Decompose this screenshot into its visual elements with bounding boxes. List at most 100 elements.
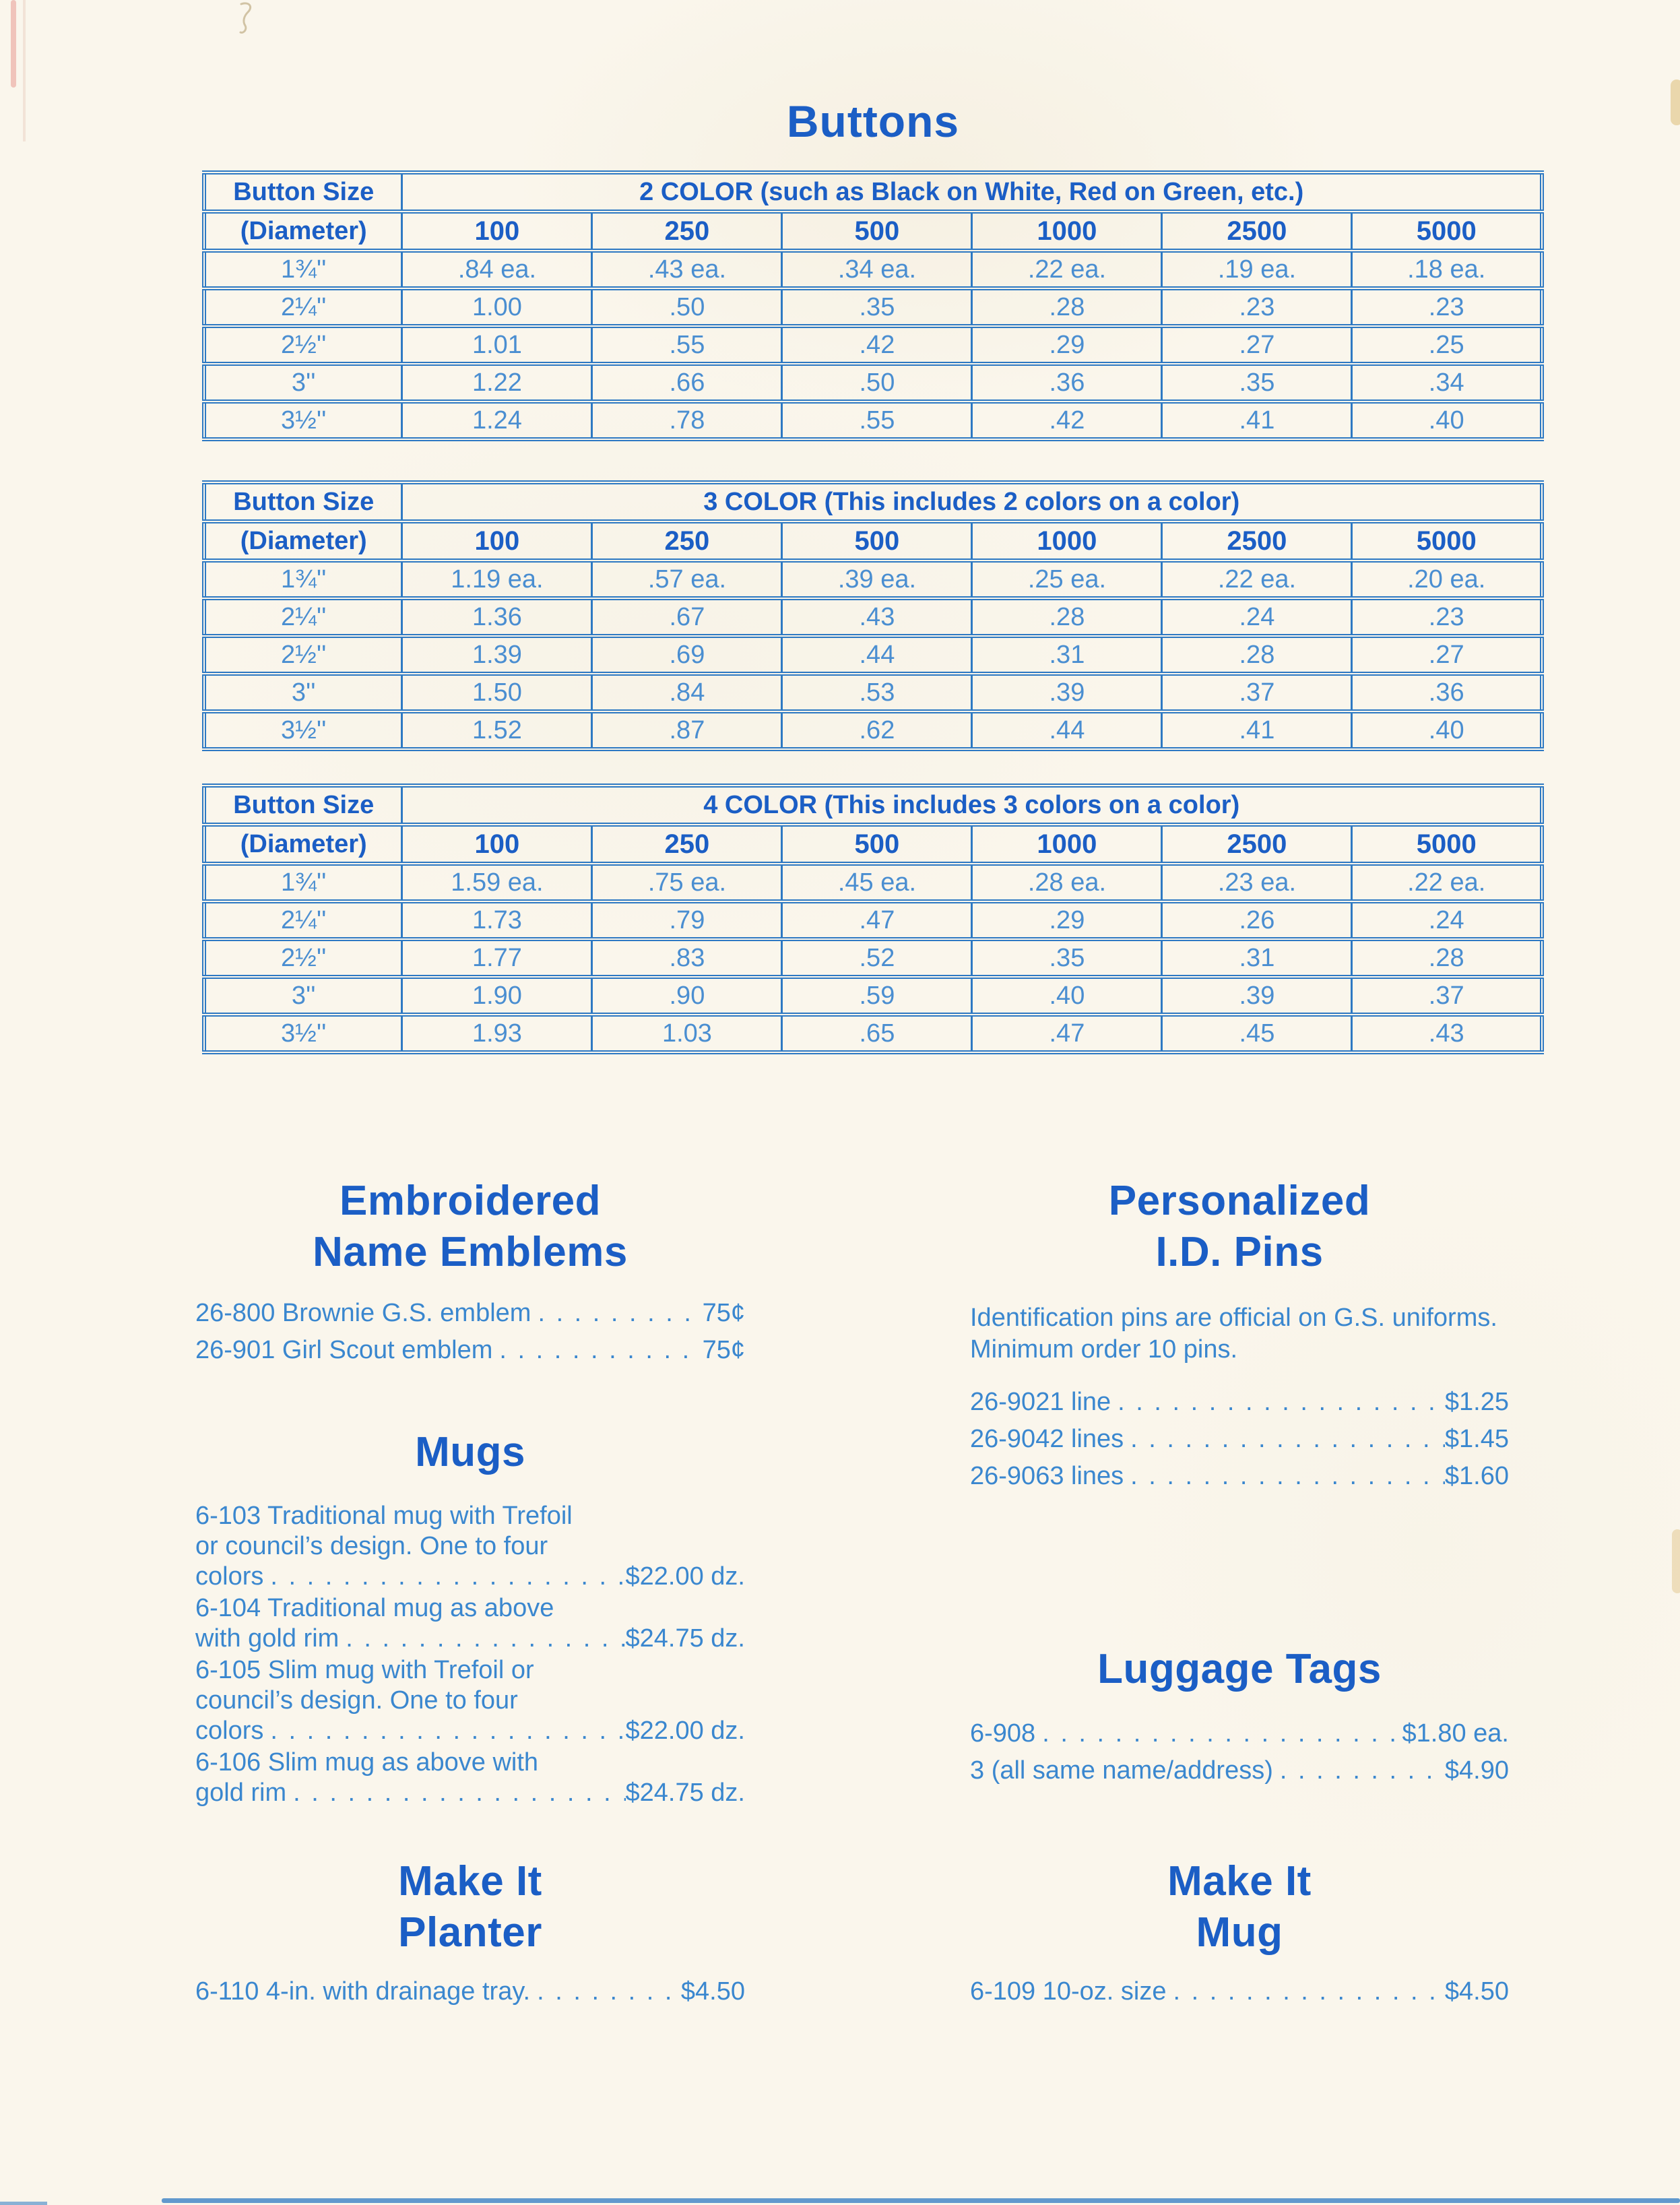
price-cell: .28 bbox=[1161, 634, 1353, 676]
price-cell: .42 bbox=[781, 324, 973, 366]
price-cell: .79 bbox=[591, 899, 783, 941]
table-row: 3½'' 1.24.78.55.42.41.40 bbox=[203, 400, 1543, 441]
item-label: 2 lines bbox=[1049, 1425, 1124, 1453]
quantity-header: 500 bbox=[781, 823, 973, 866]
price-cell: .25 bbox=[1351, 324, 1543, 366]
section-title-make-it-planter: Make It Planter bbox=[398, 1858, 542, 1956]
catalog-item: 6-109 10-oz. size . . . . . . . . . . . … bbox=[970, 1977, 1509, 2006]
price-cell: 1.93 bbox=[401, 1013, 593, 1054]
button-size-cell: 2¼'' bbox=[203, 286, 403, 328]
catalog-item: 6-106 Slim mug as above with gold rim . … bbox=[195, 1748, 745, 1808]
price-cell: .59 bbox=[781, 975, 973, 1017]
leader-dots: . . . . . . . . . . . . . . . . . . . . … bbox=[537, 1977, 681, 2006]
price-cell: .47 bbox=[781, 899, 973, 941]
corner-header-diameter: (Diameter) bbox=[203, 519, 403, 563]
price-cell: .31 bbox=[971, 634, 1163, 676]
table-row: 2¼'' 1.00.50.35.28.23.23 bbox=[203, 286, 1543, 328]
table-row: 2¼'' 1.73.79.47.29.26.24 bbox=[203, 899, 1543, 941]
scan-bottom-edge-line bbox=[162, 2198, 1680, 2203]
price-cell: .39 bbox=[971, 672, 1163, 713]
price-cell: .50 bbox=[591, 286, 783, 328]
price-cell: .28 bbox=[971, 596, 1163, 638]
price-cell: .50 bbox=[781, 362, 973, 404]
mugs-item-list: 6-103 Traditional mug with Trefoil or co… bbox=[195, 1501, 745, 1810]
item-price: $24.75 dz. bbox=[625, 1779, 745, 1807]
item-price: $4.50 bbox=[1444, 1977, 1509, 2006]
table-row: 2½'' 1.39.69.44.31.28.27 bbox=[203, 634, 1543, 676]
price-cell: .29 bbox=[971, 324, 1163, 366]
button-size-cell: 1¾'' bbox=[203, 862, 403, 903]
price-cell: .43 bbox=[1351, 1013, 1543, 1054]
corner-header-diameter: (Diameter) bbox=[203, 210, 403, 253]
catalog-item: 6-110 4-in. with drainage tray. . . . . … bbox=[195, 1977, 745, 2006]
price-cell: .52 bbox=[781, 937, 973, 979]
price-cell: .22 ea. bbox=[1351, 862, 1543, 903]
item-label: 6-103 Traditional mug with Trefoil bbox=[195, 1502, 573, 1530]
leader-dots: . . . . . . . . . . . . . . . . . . . . … bbox=[1130, 1425, 1445, 1453]
table-row: 3½'' 1.52.87.62.44.41.40 bbox=[203, 709, 1543, 751]
item-price: $1.60 bbox=[1444, 1462, 1509, 1490]
quantity-header: 500 bbox=[781, 519, 973, 563]
price-cell: .44 bbox=[781, 634, 973, 676]
price-cell: .65 bbox=[781, 1013, 973, 1054]
scan-edge-blob bbox=[1672, 1529, 1680, 1593]
price-cell: .44 bbox=[971, 709, 1163, 751]
price-cell: .35 bbox=[1161, 362, 1353, 404]
item-price: $1.25 bbox=[1444, 1388, 1509, 1416]
price-cell: 1.24 bbox=[401, 400, 593, 441]
catalog-item: 6-103 Traditional mug with Trefoil or co… bbox=[195, 1501, 745, 1592]
price-cell: .36 bbox=[971, 362, 1163, 404]
price-cell: .24 bbox=[1161, 596, 1353, 638]
catalog-item: 3 (all same name/address) . . . . . . . … bbox=[970, 1756, 1509, 1785]
item-price: 75¢ bbox=[702, 1299, 745, 1327]
leader-dots: . . . . . . . . . . . . . . . . . . . . … bbox=[1279, 1756, 1445, 1785]
button-size-cell: 3'' bbox=[203, 362, 403, 404]
price-cell: .24 bbox=[1351, 899, 1543, 941]
quantity-header: 1000 bbox=[971, 823, 1163, 866]
button-size-cell: 1¾'' bbox=[203, 249, 403, 290]
price-cell: .45 bbox=[1161, 1013, 1353, 1054]
table-row: 2½'' 1.01.55.42.29.27.25 bbox=[203, 324, 1543, 366]
catalog-item: 6-908 . . . . . . . . . . . . . . . . . … bbox=[970, 1719, 1509, 1748]
leader-dots: . . . . . . . . . . . . . . . . . . . . … bbox=[270, 1562, 625, 1591]
price-cell: .27 bbox=[1161, 324, 1353, 366]
item-label: 6-908 bbox=[970, 1719, 1036, 1748]
catalog-item: 26-904 2 lines . . . . . . . . . . . . .… bbox=[970, 1425, 1509, 1454]
item-label: 6-109 10-oz. size bbox=[970, 1977, 1167, 2006]
table-row: 2¼'' 1.36.67.43.28.24.23 bbox=[203, 596, 1543, 638]
scan-bottom-edge-stub bbox=[0, 2202, 47, 2205]
quantity-header: 5000 bbox=[1351, 519, 1543, 563]
section-title-embroidered-name-emblems: Embroidered Name Emblems bbox=[313, 1178, 628, 1275]
price-cell: .69 bbox=[591, 634, 783, 676]
catalog-item: 26-902 1 line . . . . . . . . . . . . . … bbox=[970, 1388, 1509, 1417]
item-label: colors bbox=[195, 1717, 264, 1745]
catalog-item: 26-800 Brownie G.S. emblem . . . . . . .… bbox=[195, 1299, 745, 1328]
price-cell: .27 bbox=[1351, 634, 1543, 676]
quantity-header: 2500 bbox=[1161, 210, 1353, 253]
button-price-table-2color: Button Size 2 COLOR (such as Black on Wh… bbox=[202, 170, 1544, 441]
price-cell: .66 bbox=[591, 362, 783, 404]
catalog-item: 26-901 Girl Scout emblem . . . . . . . .… bbox=[195, 1336, 745, 1365]
id-pins-note: Identification pins are official on G.S.… bbox=[970, 1302, 1509, 1366]
table-row: 2½'' 1.77.83.52.35.31.28 bbox=[203, 937, 1543, 979]
price-cell: .45 ea. bbox=[781, 862, 973, 903]
table-row: 1¾'' .84 ea. .43 ea. .34 ea. .22 ea. .19 ea..… bbox=[203, 249, 1543, 290]
table-row: 3½'' 1.93 1.03.65.47.45.43 bbox=[203, 1013, 1543, 1054]
price-cell: .43 bbox=[781, 596, 973, 638]
note-text: Identification pins are official on G.S.… bbox=[970, 1304, 1497, 1332]
leader-dots: . . . . . . . . . . . . . . . . . . . . … bbox=[270, 1717, 625, 1745]
price-cell: 1.19 ea. bbox=[401, 558, 593, 600]
note-text: Minimum order 10 pins. bbox=[970, 1335, 1238, 1364]
price-cell: .37 bbox=[1351, 975, 1543, 1017]
price-cell: .40 bbox=[1351, 709, 1543, 751]
corner-header-button-size: Button Size bbox=[203, 784, 403, 827]
price-cell: .25 ea. bbox=[971, 558, 1163, 600]
item-label: 6-110 4-in. with drainage tray. bbox=[195, 1977, 531, 2006]
price-cell: 1.00 bbox=[401, 286, 593, 328]
item-price: $24.75 dz. bbox=[625, 1624, 745, 1653]
price-cell: .39 bbox=[1161, 975, 1353, 1017]
item-price: $4.50 bbox=[680, 1977, 745, 2006]
price-cell: .28 bbox=[1351, 937, 1543, 979]
catalog-item: 26-906 3 lines . . . . . . . . . . . . .… bbox=[970, 1462, 1509, 1491]
